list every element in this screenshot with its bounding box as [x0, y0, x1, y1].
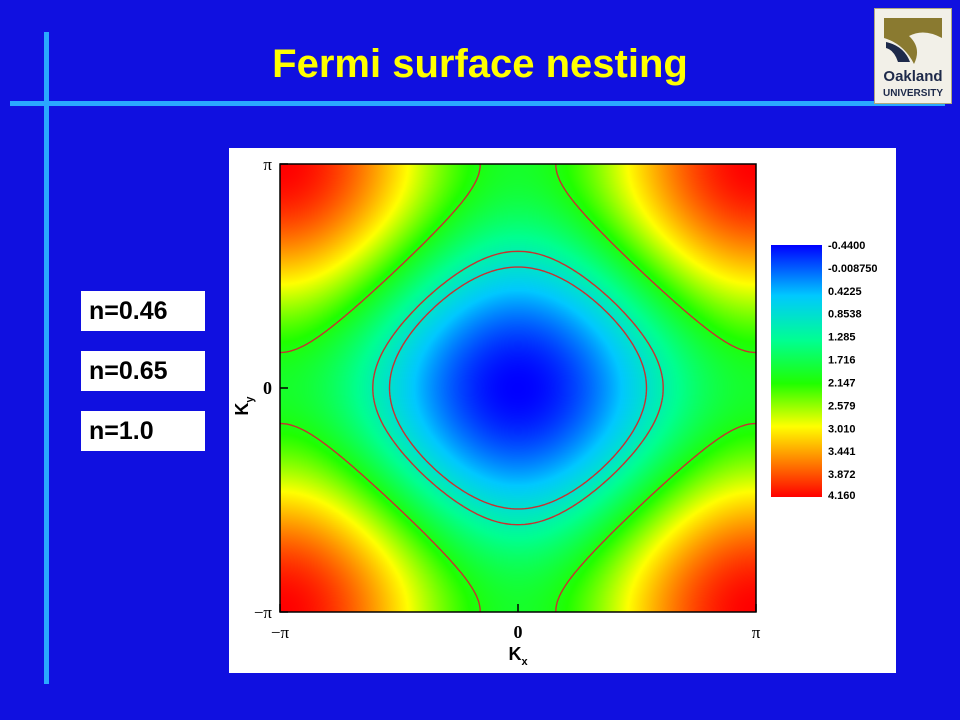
heatmap-area — [280, 164, 756, 612]
y-tick-label: 0 — [263, 378, 272, 398]
colorbar-label: -0.4400 — [828, 240, 865, 252]
colorbar-label: 3.010 — [828, 423, 856, 435]
y-axis: −π 0 π — [254, 155, 288, 622]
colorbar-label: 3.872 — [828, 469, 856, 481]
slide-title: Fermi surface nesting — [272, 42, 688, 86]
colorbar-label: 3.441 — [828, 446, 856, 458]
label-n-065: n=0.65 — [81, 351, 205, 391]
colorbar-label: 2.579 — [828, 400, 856, 412]
label-n-10: n=1.0 — [81, 411, 205, 451]
colorbar-label: 1.716 — [828, 355, 856, 367]
x-axis-label: Kx — [508, 644, 528, 668]
x-tick-label: −π — [271, 623, 290, 642]
x-tick-label: 0 — [514, 622, 523, 642]
x-tick-label: π — [752, 623, 761, 642]
x-axis: −π 0 π — [271, 604, 761, 642]
contour-line-0 — [388, 266, 648, 510]
colorbar-label: 4.160 — [828, 490, 856, 502]
vertical-rule — [44, 32, 49, 684]
logo-text-university: UNIVERSITY — [883, 88, 943, 99]
colorbar-label: 2.147 — [828, 377, 856, 389]
colorbar-label: 0.8538 — [828, 309, 862, 321]
colorbar-label: -0.008750 — [828, 263, 878, 275]
colorbar-label: 1.285 — [828, 332, 856, 344]
y-tick-label: −π — [254, 603, 273, 622]
label-n-046: n=0.46 — [81, 291, 205, 331]
contour-line-1 — [372, 250, 664, 526]
fermi-surface-chart: −π 0 π −π 0 π Kx Ky -0.4400 -0.008750 0.4225 0.… — [229, 148, 896, 673]
oakland-university-logo: Oakland UNIVERSITY — [874, 8, 952, 104]
contour-group — [279, 163, 757, 613]
horizontal-rule — [10, 101, 945, 106]
colorbar-labels: -0.4400 -0.008750 0.4225 0.8538 1.285 1.716 2.… — [828, 240, 878, 502]
colorbar-label: 0.4225 — [828, 286, 862, 298]
colorbar — [771, 245, 822, 497]
y-axis-label: Ky — [232, 396, 256, 416]
y-tick-label: π — [263, 155, 272, 174]
logo-text-oakland: Oakland — [883, 68, 942, 85]
contour-line-2 — [279, 163, 757, 613]
